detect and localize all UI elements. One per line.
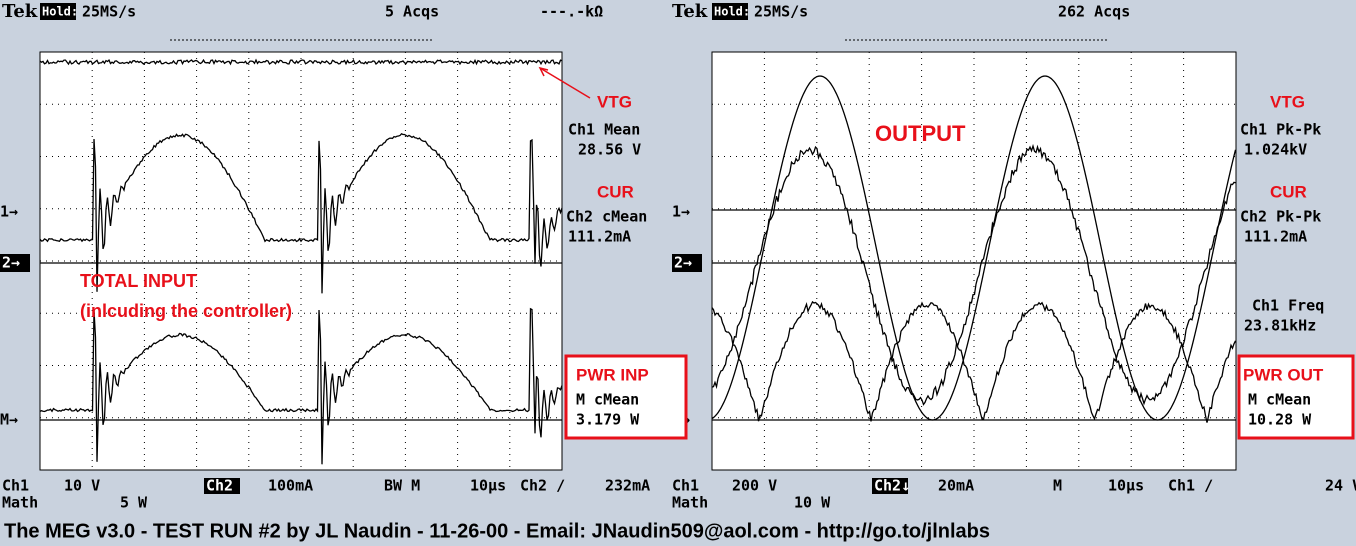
setting: 200 V	[732, 477, 777, 495]
mode: Hold:	[42, 5, 78, 19]
marker: 1→	[672, 203, 690, 221]
setting: Math	[672, 494, 708, 512]
setting: Ch1 ∕	[1168, 477, 1213, 495]
readout-label: VTG	[597, 92, 632, 111]
readout-value: 10.28 W	[1248, 411, 1312, 429]
readout-value: 111.2mA	[568, 228, 631, 246]
setting: Ch2↓	[874, 477, 910, 495]
setting: 100mA	[268, 477, 313, 495]
readout-label: CUR	[597, 182, 634, 201]
readout-value: 3.179 W	[576, 411, 640, 429]
marker: 2→	[2, 254, 20, 272]
acqs: 262 Acqs	[1058, 3, 1130, 21]
setting: Math	[2, 494, 38, 512]
readout-label: CUR	[1270, 182, 1307, 201]
readout-name: Ch2 cMean	[566, 208, 647, 226]
annotation: (inlcuding the controller)	[80, 301, 292, 321]
readout-value: 23.81kHz	[1244, 317, 1316, 335]
readout-name: Ch1 Freq	[1252, 297, 1324, 315]
setting: 10µs	[470, 477, 506, 495]
settings-rows: Ch1 10 V Ch2 100mA BW M 10µs Ch2 ∕ 232mA Math 5 W…	[2, 477, 1356, 512]
setting: 24 V	[1325, 477, 1356, 495]
setting: 10 W	[794, 494, 831, 512]
readout-value: 111.2mA	[1244, 228, 1307, 246]
readout-name: Ch1 Mean	[568, 121, 640, 139]
brand: Tek	[2, 1, 38, 22]
scope-screenshot: Tek Hold: 25MS/s 5 Acqs ---.-kΩ Tek Hold…	[0, 0, 1356, 546]
readout-name: Ch1 Pk-Pk	[1240, 121, 1321, 139]
rate: 25MS/s	[82, 3, 136, 21]
setting: 10 V	[64, 477, 100, 495]
annotation: TOTAL INPUT	[80, 271, 197, 291]
readout-label: VTG	[1270, 92, 1305, 111]
readout-name: Ch2 Pk-Pk	[1240, 208, 1321, 226]
brand: Tek	[672, 1, 708, 22]
readout-value: 1.024kV	[1244, 141, 1307, 159]
setting: Ch2 ∕	[520, 477, 565, 495]
caption: The MEG v3.0 - TEST RUN #2 by JL Naudin …	[4, 520, 990, 542]
annotation: OUTPUT	[875, 121, 966, 146]
readout-value: 28.56 V	[578, 141, 641, 159]
page: {"scopes":[ {"header":{"brand":"Tek","mo…	[0, 0, 1356, 546]
marker: 2→	[674, 254, 692, 272]
mode: Hold:	[714, 5, 750, 19]
setting: 10µs	[1108, 477, 1144, 495]
setting: Ch2	[206, 477, 233, 495]
readout-name: M cMean	[1248, 391, 1311, 409]
readout-name: M cMean	[576, 391, 639, 409]
readout-label: PWR OUT	[1243, 365, 1324, 384]
setting: BW M	[384, 477, 420, 495]
acqs: 5 Acqs	[385, 3, 439, 21]
setting: M	[1053, 477, 1062, 495]
marker: M→	[0, 411, 18, 429]
setting: 20mA	[938, 477, 974, 495]
marker: 1→	[0, 203, 18, 221]
readout-label: PWR INP	[576, 365, 649, 384]
rate: 25MS/s	[754, 3, 808, 21]
setting: 5 W	[120, 494, 148, 512]
setting: Ch1	[672, 477, 699, 495]
setting: 232mA	[605, 477, 650, 495]
extra: ---.-kΩ	[540, 3, 603, 21]
setting: Ch1	[2, 477, 29, 495]
